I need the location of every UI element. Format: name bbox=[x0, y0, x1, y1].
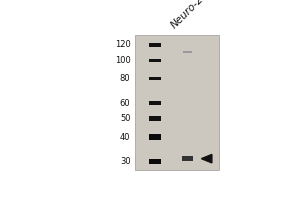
Text: 50: 50 bbox=[120, 114, 130, 123]
Bar bbox=[148, 43, 161, 47]
Bar bbox=[182, 156, 193, 161]
Bar bbox=[149, 101, 161, 105]
Text: 80: 80 bbox=[120, 74, 130, 83]
Bar bbox=[148, 159, 161, 164]
Text: Neuro-2a: Neuro-2a bbox=[169, 0, 210, 30]
Bar bbox=[149, 77, 161, 80]
Bar bbox=[183, 51, 192, 53]
Bar bbox=[148, 134, 161, 140]
Polygon shape bbox=[201, 154, 212, 163]
Text: 100: 100 bbox=[115, 56, 130, 65]
Text: 60: 60 bbox=[120, 99, 130, 108]
Text: 40: 40 bbox=[120, 133, 130, 142]
Bar bbox=[149, 59, 161, 62]
Bar bbox=[135, 35, 219, 170]
Text: 30: 30 bbox=[120, 157, 130, 166]
Bar bbox=[149, 116, 161, 121]
Text: 120: 120 bbox=[115, 40, 130, 49]
